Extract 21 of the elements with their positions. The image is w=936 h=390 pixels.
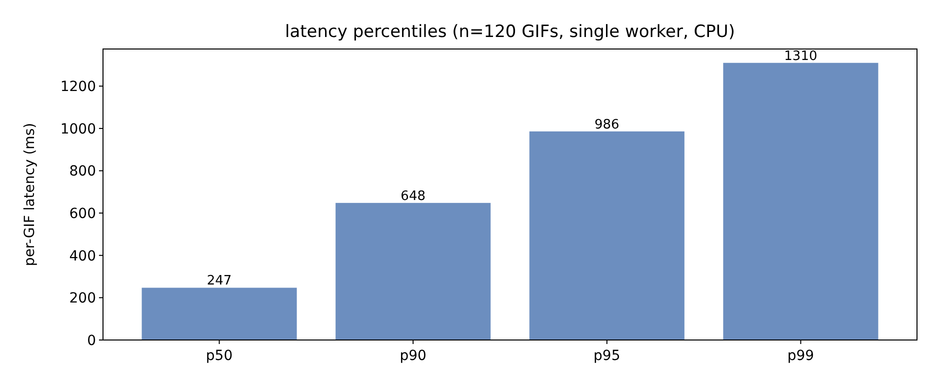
- data-label: 247: [206, 274, 232, 289]
- data-label: 648: [400, 188, 426, 204]
- data-label: 986: [594, 117, 620, 132]
- y-tick-label: 200: [69, 290, 96, 307]
- y-tick-label: 0: [87, 332, 96, 349]
- x-tick-label: p50: [206, 348, 233, 364]
- chart-title: latency percentiles (n=120 GIFs, single worker, CPU): [285, 22, 735, 42]
- bar: [723, 62, 878, 340]
- y-tick-label: 600: [69, 206, 96, 222]
- bar: [142, 288, 297, 340]
- y-tick-label: 400: [69, 248, 96, 264]
- data-label: 1310: [784, 48, 818, 64]
- x-tick-label: p90: [400, 348, 426, 364]
- bar: [529, 131, 684, 340]
- y-axis-title: per-GIF latency (ms): [22, 122, 38, 266]
- bar: [336, 202, 491, 340]
- y-tick-label: 1200: [60, 79, 96, 96]
- x-tick-label: p99: [787, 348, 814, 364]
- x-tick-label: p95: [594, 348, 620, 364]
- y-tick-label: 800: [69, 164, 96, 180]
- y-tick-label: 1000: [60, 121, 96, 138]
